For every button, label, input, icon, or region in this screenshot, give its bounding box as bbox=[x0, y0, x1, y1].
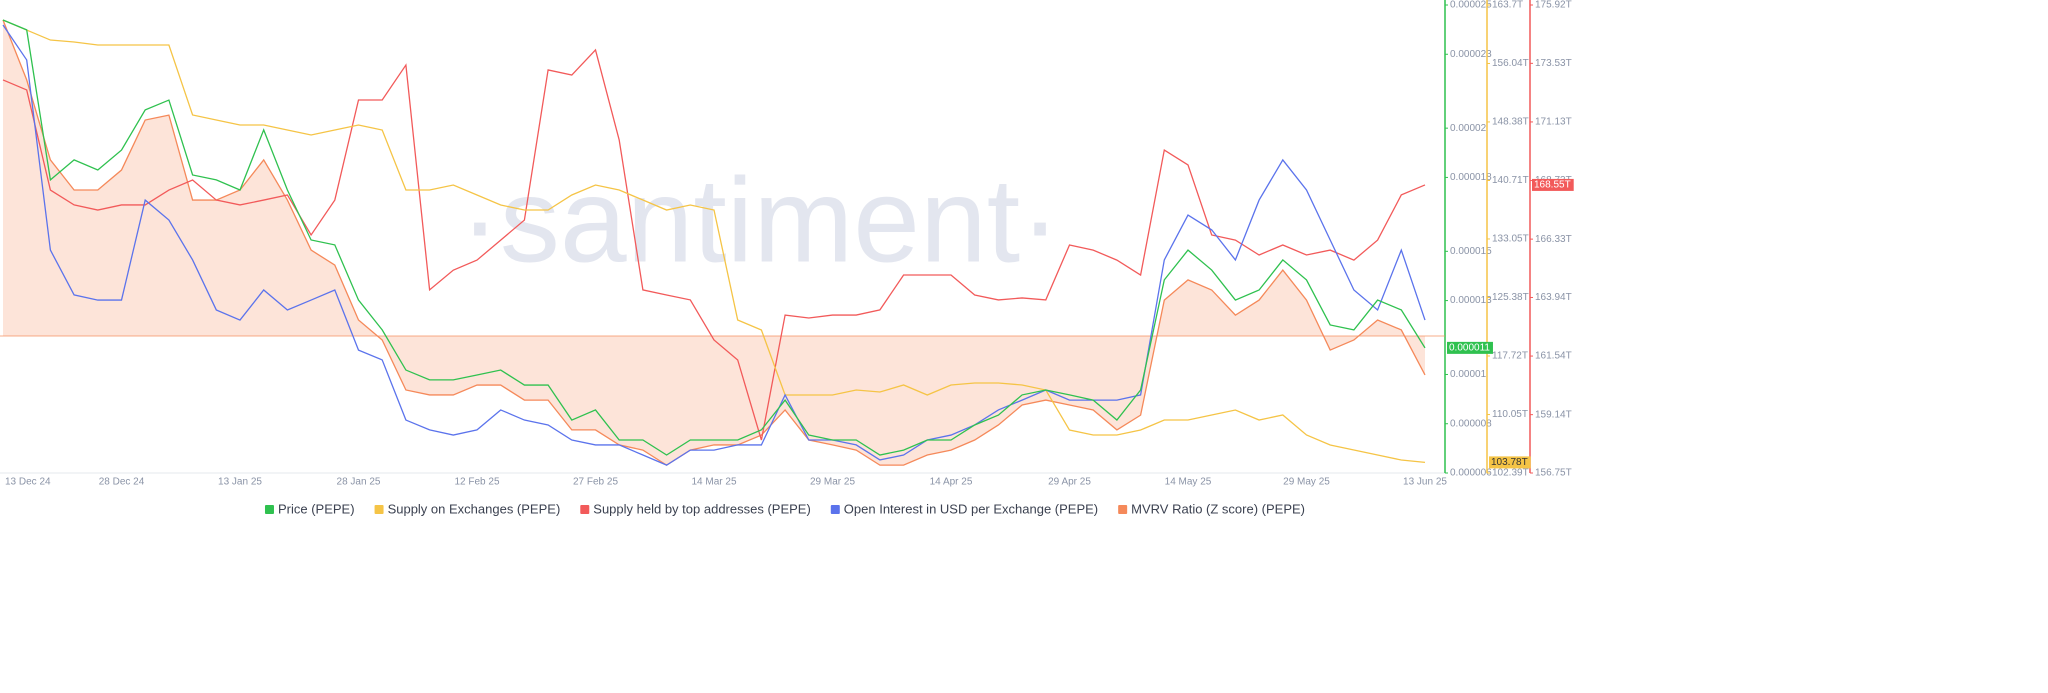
y-tick-label: 166.33T bbox=[1535, 234, 1572, 245]
y-tick-label: 0.00001 bbox=[1450, 369, 1487, 380]
y-tick-label: 110.05T bbox=[1492, 409, 1528, 420]
x-tick-label: 29 May 25 bbox=[1283, 477, 1330, 488]
badge-bg bbox=[1489, 456, 1531, 469]
y-tick-label: 102.39T bbox=[1492, 468, 1529, 479]
y-tick-label: 0.00002 bbox=[1450, 123, 1487, 134]
line bbox=[2, 24, 1426, 466]
x-tick-label: 13 Jun 25 bbox=[1403, 477, 1447, 488]
y-tick-label: 163.7T bbox=[1492, 0, 1523, 11]
y-tick-label: 159.14T bbox=[1535, 409, 1572, 420]
legend-label: Price (PEPE) bbox=[278, 501, 355, 516]
watermark: ·santiment· bbox=[460, 154, 1060, 288]
legend-label: MVRV Ratio (Z score) (PEPE) bbox=[1131, 501, 1305, 516]
last-value-label: 103.78T bbox=[1491, 457, 1528, 468]
y-tick-label: 125.38T bbox=[1492, 292, 1529, 303]
legend-swatch bbox=[830, 505, 840, 514]
x-tick-label: 29 Apr 25 bbox=[1048, 477, 1091, 488]
legend: Price (PEPE) Supply on Exchanges (PEPE) Su… bbox=[264, 501, 1305, 516]
legend-label: Supply on Exchanges (PEPE) bbox=[388, 501, 561, 516]
legend-swatch bbox=[264, 505, 274, 514]
y-tick-label: 148.38T bbox=[1492, 117, 1529, 128]
x-tick-label: 27 Feb 25 bbox=[573, 477, 618, 488]
y-tick-label: 171.13T bbox=[1535, 117, 1572, 128]
x-tick-label: 14 Apr 25 bbox=[930, 477, 973, 488]
y-tick-label: 173.53T bbox=[1535, 58, 1572, 69]
y-tick-label: 156.04T bbox=[1492, 58, 1529, 69]
y-tick-label: 117.72T bbox=[1492, 351, 1528, 362]
x-tick-label: 13 Dec 24 bbox=[5, 477, 51, 488]
y-tick-label: 140.71T bbox=[1492, 175, 1529, 186]
x-tick-label: 28 Dec 24 bbox=[99, 477, 145, 488]
last-value-label: 168.55T bbox=[1534, 180, 1571, 191]
legend-swatch bbox=[580, 505, 590, 514]
last-value-badge: 0.000011 bbox=[1447, 341, 1493, 354]
badge-bg bbox=[1532, 178, 1574, 191]
y-tick-label: 0.000006 bbox=[1450, 468, 1492, 479]
legend-swatch bbox=[1118, 505, 1128, 514]
y-tick-label: 163.94T bbox=[1535, 292, 1572, 303]
legend-label: Supply held by top addresses (PEPE) bbox=[593, 501, 811, 516]
y-tick-label: 0.000018 bbox=[1450, 172, 1492, 183]
line bbox=[2, 19, 1426, 464]
x-tick-label: 14 May 25 bbox=[1165, 477, 1212, 488]
legend-label: Open Interest in USD per Exchange (PEPE) bbox=[844, 501, 1098, 516]
legend-swatch bbox=[374, 505, 384, 514]
x-tick-label: 13 Jan 25 bbox=[218, 477, 262, 488]
x-tick-label: 28 Jan 25 bbox=[337, 477, 381, 488]
y-tick-label: 156.75T bbox=[1535, 468, 1572, 479]
last-value-badge: 103.78T bbox=[1489, 456, 1531, 469]
x-tick-label: 14 Mar 25 bbox=[691, 477, 736, 488]
area bbox=[3, 20, 1425, 466]
y-tick-label: 0.000015 bbox=[1450, 246, 1492, 257]
y-tick-label: 0.000025 bbox=[1450, 0, 1492, 11]
y-tick-label: 133.05T bbox=[1492, 234, 1529, 245]
line bbox=[2, 19, 1426, 456]
y-tick-label: 161.54T bbox=[1535, 351, 1572, 362]
y-tick-label: 0.000023 bbox=[1450, 49, 1492, 60]
x-tick-label: 12 Feb 25 bbox=[454, 477, 499, 488]
y-tick-label: 0.000008 bbox=[1450, 418, 1492, 429]
y-tick-label: 0.000013 bbox=[1450, 295, 1492, 306]
last-value-badge: 168.55T bbox=[1532, 178, 1574, 191]
line bbox=[2, 48, 1426, 441]
badge-bg bbox=[1447, 341, 1493, 354]
x-tick-label: 29 Mar 25 bbox=[810, 477, 855, 488]
last-value-label: 0.000011 bbox=[1449, 343, 1490, 354]
y-tick-label: 175.92T bbox=[1535, 0, 1572, 11]
